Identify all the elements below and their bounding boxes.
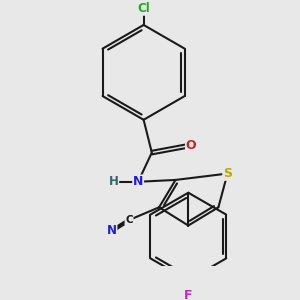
Text: O: O [186,139,196,152]
Text: C: C [125,215,133,225]
Text: N: N [133,175,143,188]
Text: Cl: Cl [137,2,150,15]
Text: N: N [107,224,117,238]
Text: H: H [109,175,118,188]
Text: F: F [184,289,193,300]
Text: S: S [223,167,232,180]
